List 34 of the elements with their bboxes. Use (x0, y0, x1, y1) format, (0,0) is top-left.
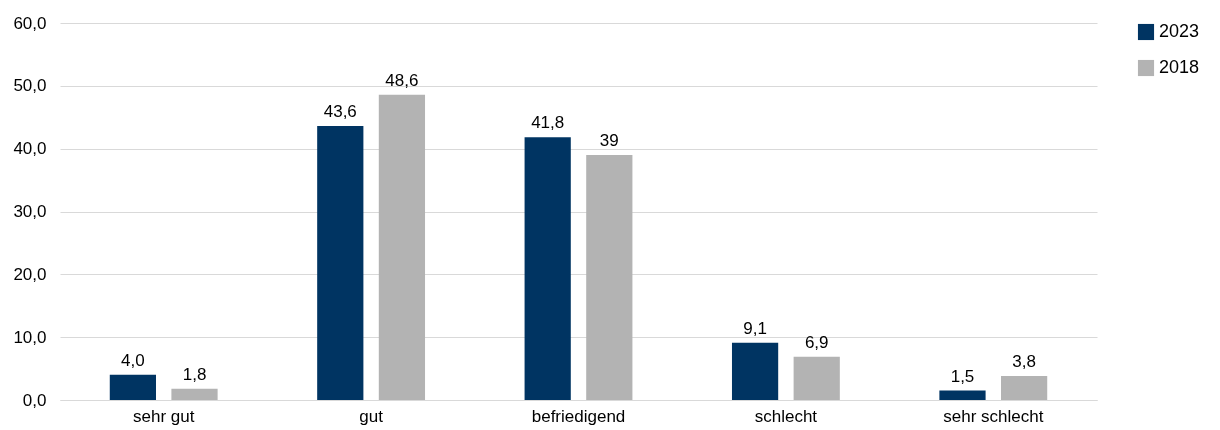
bar (586, 154, 633, 400)
x-tick-label: sehr gut (132, 406, 195, 426)
bar (109, 374, 156, 400)
bar (1001, 376, 1048, 400)
data-label: 41,8 (531, 113, 565, 133)
data-label: 3,8 (1012, 352, 1036, 372)
data-label: 39 (599, 130, 619, 150)
y-tick-label: 0,0 (22, 390, 47, 410)
data-label: 1,5 (950, 366, 975, 386)
bar (317, 126, 364, 400)
y-tick-label: 40,0 (13, 139, 47, 159)
y-tick-label: 50,0 (13, 76, 47, 96)
y-tick-label: 20,0 (13, 264, 47, 284)
x-tick-label: sehr schlecht (943, 406, 1044, 426)
data-label: 6,9 (804, 332, 829, 352)
data-label: 43,6 (323, 102, 357, 122)
bar (939, 390, 986, 400)
bar (378, 94, 426, 400)
data-label: 1,8 (182, 364, 207, 384)
x-tick-label: befriedigend (531, 406, 626, 426)
y-tick-label: 60,0 (13, 13, 47, 33)
bar (793, 356, 840, 400)
y-tick-label: 30,0 (13, 202, 47, 221)
data-label: 9,1 (743, 318, 767, 338)
legend-label: 2023 (1159, 21, 1200, 41)
bar (524, 137, 571, 400)
bar (731, 342, 779, 400)
legend-label: 2018 (1159, 57, 1200, 77)
y-tick-label: 10,0 (13, 327, 47, 347)
x-tick-label: schlecht (754, 406, 818, 426)
data-label: 4,0 (121, 350, 145, 370)
x-tick-label: gut (359, 406, 384, 426)
data-label: 48,6 (385, 70, 419, 90)
bar (171, 388, 218, 400)
